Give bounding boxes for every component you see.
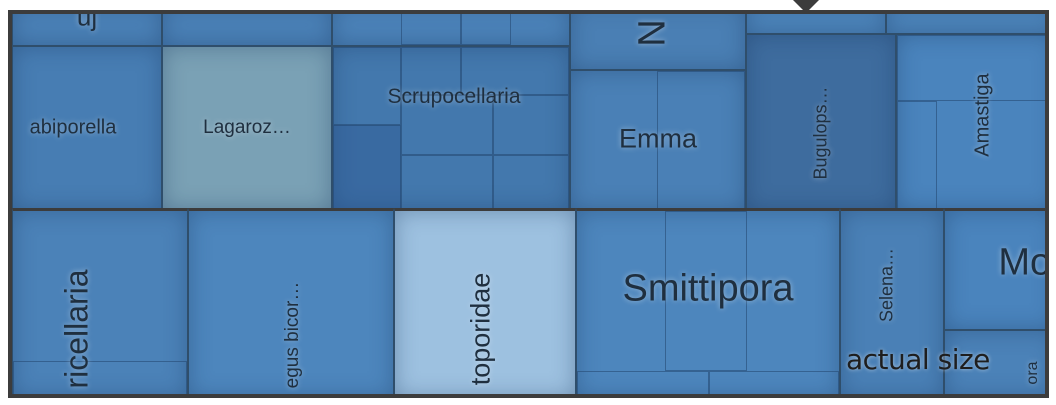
treemap-tile-mol[interactable]: Mol: [944, 208, 1045, 330]
treemap-tile[interactable]: [332, 14, 570, 46]
tile-label: Lagaroz…: [203, 117, 291, 138]
tile-label: abiporella: [29, 116, 117, 139]
treemap-tile-selena[interactable]: Selena…: [840, 208, 944, 394]
tile-label: ricellaria: [58, 269, 95, 389]
tile-label: Bugulops…: [810, 86, 831, 180]
tile-label: Smittipora: [622, 267, 794, 310]
treemap-tile-egus[interactable]: egus bicor…: [188, 208, 394, 394]
treemap-viewport[interactable]: uj N abiporella Lagaroz…: [12, 14, 1045, 394]
treemap-frame: uj N abiporella Lagaroz…: [8, 10, 1049, 398]
tile-label: Selena…: [876, 247, 897, 323]
tile-label: ora: [1024, 361, 1041, 385]
treemap-tile[interactable]: [886, 14, 1045, 34]
treemap-tile[interactable]: N: [570, 14, 746, 70]
tile-label: Scrupocellaria: [387, 85, 521, 108]
treemap-tile-bugulops[interactable]: Bugulops…: [746, 34, 896, 210]
tile-label: Amastiga: [971, 73, 994, 157]
treemap-tile[interactable]: uj: [12, 14, 162, 46]
tile-label: uj: [76, 14, 98, 32]
treemap-tile-smittipora[interactable]: Smittipora: [576, 208, 840, 394]
tile-label: Emma: [618, 123, 698, 154]
zoom-actual-size-label[interactable]: actual size: [846, 343, 990, 376]
treemap-tile-lagaroz[interactable]: Lagaroz…: [162, 46, 332, 210]
treemap-tile-ora[interactable]: ora: [944, 330, 1045, 394]
zoom-pointer-icon: [793, 0, 819, 13]
treemap-tile[interactable]: [162, 14, 332, 46]
tile-label: N: [631, 19, 674, 47]
treemap-tile-scrupocellaria[interactable]: Scrupocellaria: [332, 46, 570, 210]
tile-label: Mol: [998, 241, 1045, 284]
treemap-tile[interactable]: [746, 14, 886, 34]
treemap-tile-emma[interactable]: Emma: [570, 70, 746, 210]
treemap-tile-toporidae[interactable]: toporidae: [394, 208, 576, 394]
tile-label: egus bicor…: [282, 281, 303, 389]
treemap-tile-abiporella[interactable]: abiporella: [12, 46, 162, 210]
treemap-tile-amastiga[interactable]: Amastiga: [896, 34, 1045, 210]
treemap-tile-ricellaria[interactable]: ricellaria: [12, 208, 188, 394]
tile-label: toporidae: [465, 272, 496, 386]
